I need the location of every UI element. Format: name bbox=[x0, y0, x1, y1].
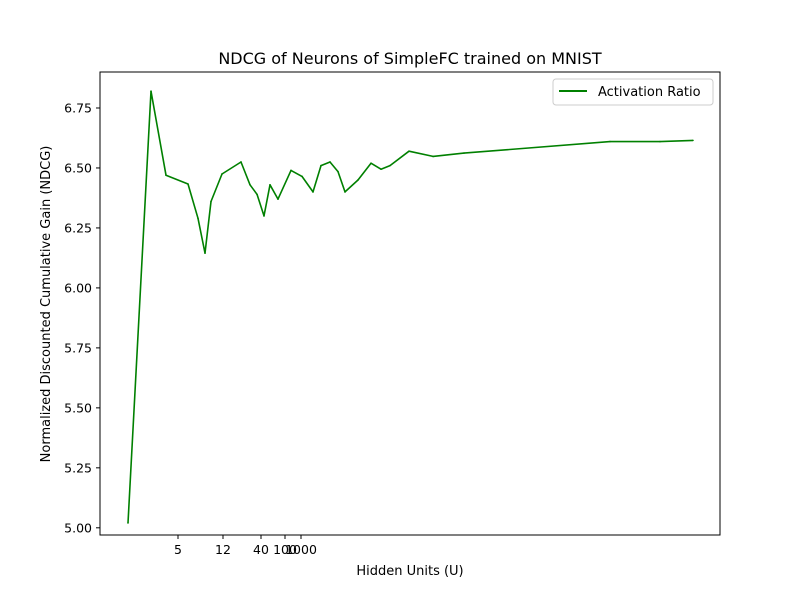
x-tick-label: 1000 bbox=[285, 542, 317, 557]
x-tick-label: 40 bbox=[253, 542, 269, 557]
data-point bbox=[432, 155, 434, 158]
data-point bbox=[389, 164, 391, 167]
data-point bbox=[463, 152, 465, 154]
data-point bbox=[204, 252, 206, 254]
legend-box bbox=[552, 78, 714, 106]
data-point bbox=[127, 522, 129, 524]
data-point bbox=[210, 200, 212, 203]
y-tick-label: 5.00 bbox=[64, 520, 92, 535]
data-point bbox=[320, 164, 322, 167]
x-tick-label: 5 bbox=[174, 542, 182, 557]
data-point bbox=[344, 191, 346, 193]
data-point bbox=[263, 215, 265, 217]
legend-label-activation-ratio: Activation Ratio bbox=[598, 85, 701, 100]
plot-frame bbox=[99, 71, 721, 536]
data-point bbox=[312, 191, 314, 193]
data-point bbox=[150, 90, 152, 92]
data-point bbox=[337, 170, 339, 173]
x-tick-label: 100 bbox=[273, 542, 297, 557]
y-tick-label: 5.25 bbox=[64, 460, 92, 475]
chart-title: NDCG of Neurons of SimpleFC trained on M… bbox=[218, 49, 602, 68]
data-point bbox=[408, 150, 410, 152]
y-tick-label: 6.25 bbox=[64, 220, 92, 235]
data-point bbox=[609, 140, 611, 143]
data-point bbox=[329, 161, 331, 163]
y-axis-ticks: 5.00 5.25 5.50 5.75 6.00 6.25 6.50 6.75 bbox=[64, 100, 100, 535]
x-axis-label: Hidden Units (U) bbox=[356, 564, 463, 579]
data-point bbox=[290, 169, 292, 172]
data-point bbox=[197, 217, 199, 220]
legend: Activation Ratio bbox=[552, 78, 714, 106]
data-point bbox=[187, 183, 189, 185]
data-point bbox=[692, 139, 694, 142]
y-tick-label: 5.50 bbox=[64, 400, 92, 415]
data-point bbox=[277, 198, 279, 200]
data-point bbox=[370, 162, 372, 164]
y-tick-label: 5.75 bbox=[64, 340, 92, 355]
data-point bbox=[240, 161, 242, 163]
data-point bbox=[249, 183, 251, 186]
data-point bbox=[659, 140, 661, 143]
series-line-activation-ratio bbox=[127, 90, 694, 524]
data-point bbox=[357, 179, 359, 181]
y-tick-label: 6.50 bbox=[64, 160, 92, 175]
data-point bbox=[301, 175, 303, 178]
data-point bbox=[269, 183, 271, 186]
y-tick-label: 6.00 bbox=[64, 280, 92, 295]
series-group bbox=[127, 90, 694, 524]
y-axis-label: Normalized Discounted Cumulative Gain (N… bbox=[39, 146, 54, 463]
data-point bbox=[380, 168, 382, 170]
y-tick-label: 6.75 bbox=[64, 100, 92, 115]
data-point bbox=[221, 173, 223, 175]
data-point bbox=[165, 174, 167, 176]
x-tick-label: 12 bbox=[215, 542, 231, 557]
data-point bbox=[256, 193, 258, 196]
